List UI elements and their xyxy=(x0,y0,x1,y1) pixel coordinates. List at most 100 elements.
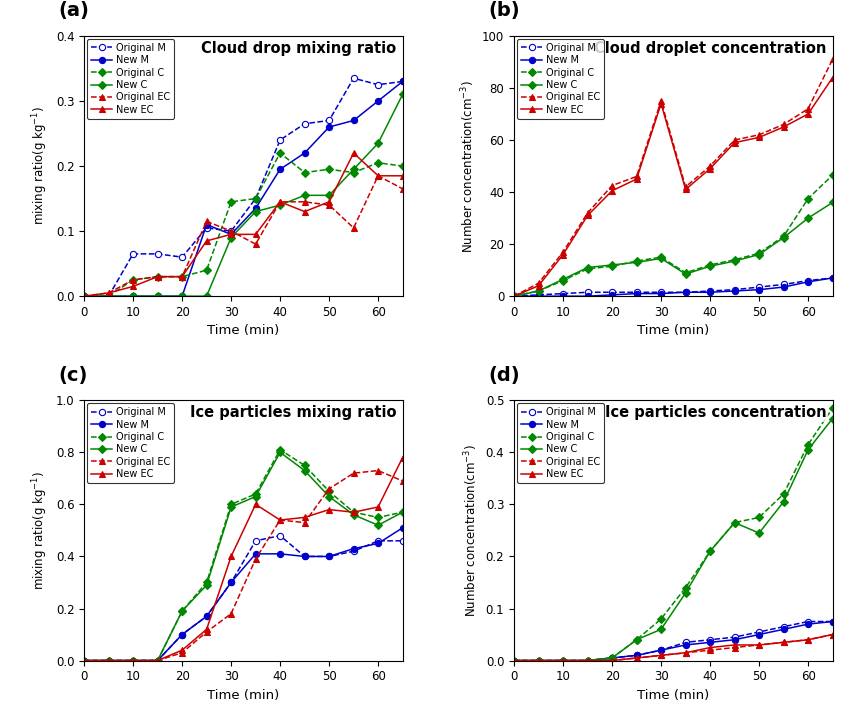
Original EC xyxy=(226,610,236,618)
Line: New C: New C xyxy=(511,416,836,663)
Original C xyxy=(128,276,138,284)
New EC xyxy=(202,625,212,633)
Original EC xyxy=(729,136,739,144)
New M xyxy=(79,656,89,665)
New M xyxy=(299,149,309,157)
New EC xyxy=(729,139,739,147)
Original EC xyxy=(632,653,642,662)
Original M xyxy=(373,80,383,89)
Original EC xyxy=(299,197,309,206)
New EC xyxy=(324,197,334,206)
Original EC xyxy=(398,185,408,193)
New EC xyxy=(533,656,543,665)
Original M xyxy=(398,77,408,85)
New M xyxy=(533,292,543,301)
New C xyxy=(509,656,519,665)
New EC xyxy=(680,185,690,194)
Original C xyxy=(803,195,813,203)
Original EC xyxy=(79,656,89,665)
New M xyxy=(828,617,838,626)
Line: Original M: Original M xyxy=(511,275,836,299)
Original EC xyxy=(803,105,813,113)
New C xyxy=(373,521,383,530)
New C xyxy=(373,139,383,148)
New EC xyxy=(299,208,309,216)
Original C xyxy=(509,292,519,301)
Original EC xyxy=(680,648,690,657)
Original C xyxy=(251,490,261,498)
Original C xyxy=(128,656,138,665)
Line: New EC: New EC xyxy=(81,150,405,299)
New M xyxy=(509,292,519,301)
Original C xyxy=(79,656,89,665)
New EC xyxy=(348,508,358,516)
New EC xyxy=(509,656,519,665)
New C xyxy=(202,581,212,589)
New EC xyxy=(632,174,642,183)
New M xyxy=(803,278,813,286)
Original M xyxy=(632,651,642,660)
Original C xyxy=(828,404,838,412)
Original EC xyxy=(583,656,593,665)
Line: New C: New C xyxy=(81,449,405,663)
Original M xyxy=(152,250,162,258)
Original EC xyxy=(373,466,383,475)
New M xyxy=(324,552,334,561)
Text: (a): (a) xyxy=(59,1,89,20)
Original C xyxy=(152,656,162,665)
New EC xyxy=(373,503,383,511)
Y-axis label: Number concentration(cm$^{-3}$): Number concentration(cm$^{-3}$) xyxy=(463,444,480,617)
Text: (d): (d) xyxy=(489,365,521,385)
Original M xyxy=(202,612,212,620)
New EC xyxy=(632,653,642,662)
New C xyxy=(202,292,212,301)
New C xyxy=(705,262,715,271)
Original EC xyxy=(558,248,569,256)
Original M xyxy=(729,633,739,641)
New EC xyxy=(79,656,89,665)
Y-axis label: mixing ratio(g kg$^{-1}$): mixing ratio(g kg$^{-1}$) xyxy=(30,106,50,225)
New M xyxy=(680,640,690,649)
Original M xyxy=(680,288,690,297)
Text: Ice particles mixing ratio: Ice particles mixing ratio xyxy=(190,406,396,421)
New M xyxy=(251,204,261,213)
Original C xyxy=(324,165,334,174)
New C xyxy=(803,214,813,223)
New M xyxy=(828,274,838,282)
X-axis label: Time (min): Time (min) xyxy=(637,325,710,337)
Original C xyxy=(754,249,764,258)
Original M xyxy=(152,656,162,665)
New C xyxy=(152,292,162,301)
Original C xyxy=(275,149,285,157)
New EC xyxy=(583,656,593,665)
Original EC xyxy=(779,638,789,647)
Original EC xyxy=(828,55,838,64)
New C xyxy=(251,493,261,501)
New C xyxy=(632,258,642,266)
Line: Original EC: Original EC xyxy=(511,56,836,299)
Original M xyxy=(533,291,543,299)
New EC xyxy=(226,552,236,561)
Line: Original M: Original M xyxy=(81,75,405,299)
Original M xyxy=(128,250,138,258)
New EC xyxy=(828,73,838,82)
New C xyxy=(754,251,764,259)
Original M xyxy=(128,656,138,665)
Line: New EC: New EC xyxy=(81,454,405,663)
New EC xyxy=(656,99,666,108)
Legend: Original M, New M, Original C, New C, Original EC, New EC: Original M, New M, Original C, New C, Or… xyxy=(517,39,605,118)
Original M xyxy=(398,536,408,545)
Original EC xyxy=(779,120,789,129)
New C xyxy=(533,656,543,665)
New C xyxy=(607,261,617,269)
Original C xyxy=(152,272,162,281)
New EC xyxy=(533,281,543,290)
New EC xyxy=(299,513,309,522)
Original M xyxy=(324,116,334,125)
Original M xyxy=(754,628,764,636)
Original M xyxy=(251,536,261,545)
New C xyxy=(729,257,739,266)
Original EC xyxy=(324,201,334,210)
Line: Original EC: Original EC xyxy=(511,631,836,663)
New M xyxy=(128,292,138,301)
